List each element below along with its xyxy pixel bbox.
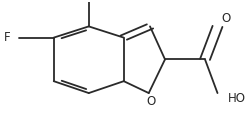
- Text: F: F: [86, 0, 92, 1]
- Text: O: O: [146, 95, 156, 108]
- Text: F: F: [4, 31, 11, 44]
- Text: HO: HO: [228, 92, 246, 105]
- Text: O: O: [222, 12, 231, 25]
